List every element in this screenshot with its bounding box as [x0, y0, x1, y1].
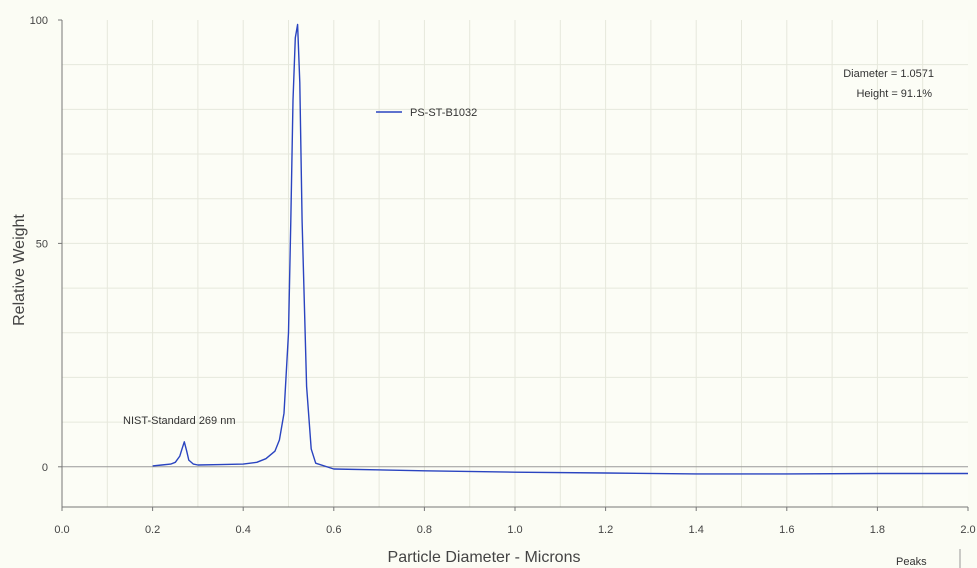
legend-label: PS-ST-B1032: [410, 107, 477, 119]
y-tick-label: 50: [36, 238, 48, 250]
x-tick-label: 1.8: [870, 524, 885, 536]
y-tick-label: 100: [30, 15, 48, 27]
series-line-ps-st-b1032: [152, 23, 968, 475]
x-tick-label: 1.4: [689, 524, 704, 536]
peaks-label: Peaks: [896, 556, 927, 568]
y-axis-title: Relative Weight: [11, 214, 28, 326]
x-tick-label: 1.0: [507, 524, 522, 536]
grid-lines: [62, 20, 968, 507]
x-axis-title: Particle Diameter - Microns: [388, 549, 581, 566]
x-tick-label: 1.2: [598, 524, 613, 536]
nist-standard-annotation: NIST-Standard 269 nm: [123, 415, 236, 427]
x-tick-label: 0.0: [54, 524, 69, 536]
x-ticks: 0.0 0.2 0.4 0.6 0.8 1.0 1.2 1.4 1.6 1.8 2.0: [54, 507, 976, 536]
y-ticks: 0 50 100: [30, 15, 62, 474]
x-tick-label: 2.0: [960, 524, 975, 536]
x-tick-label: 0.6: [326, 524, 341, 536]
x-tick-label: 0.8: [417, 524, 432, 536]
x-tick-label: 0.4: [236, 524, 251, 536]
y-tick-label: 0: [42, 462, 48, 474]
diameter-annotation: Diameter = 1.0571: [843, 68, 934, 80]
x-tick-label: 0.2: [145, 524, 160, 536]
height-annotation: Height = 91.1%: [856, 88, 932, 100]
x-tick-label: 1.6: [779, 524, 794, 536]
